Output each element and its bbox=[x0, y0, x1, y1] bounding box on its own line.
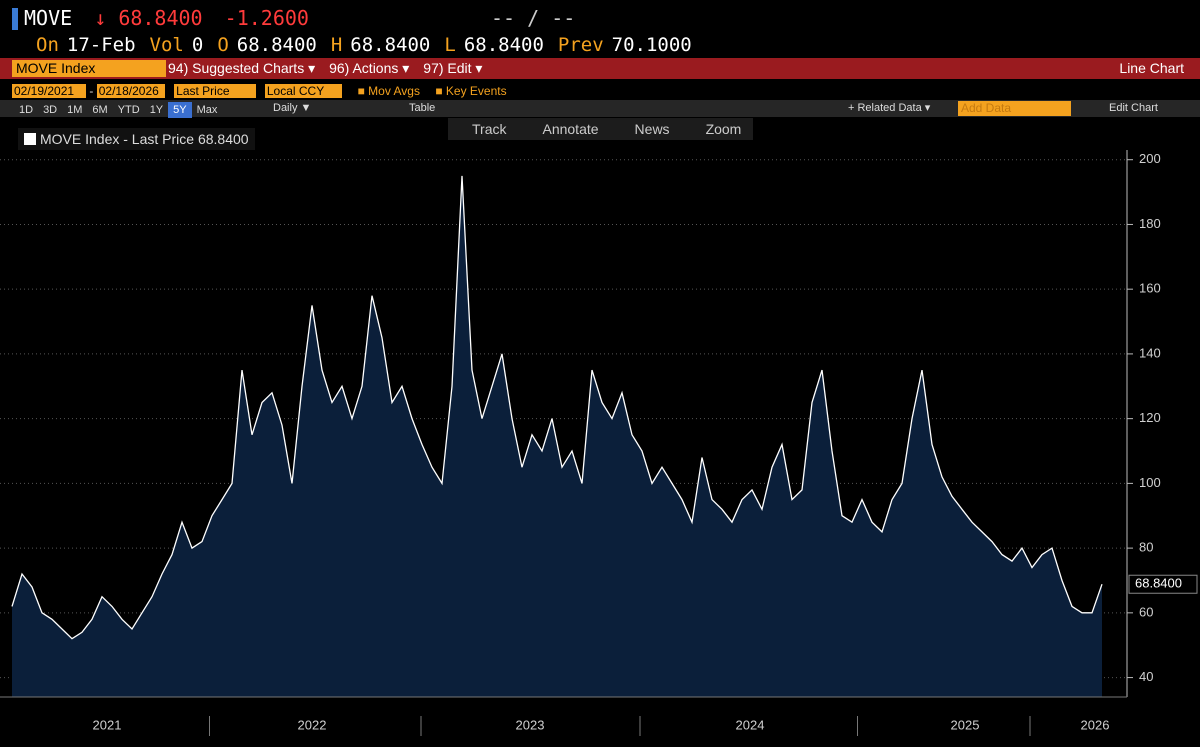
price: 68.8400 bbox=[118, 6, 203, 30]
x-tick-label: 2022 bbox=[298, 717, 327, 732]
quote-label: L bbox=[444, 34, 456, 56]
mov-avgs-label: Mov Avgs bbox=[368, 84, 420, 98]
period[interactable]: Max bbox=[196, 104, 218, 116]
legend: MOVE Index - Last Price 68.8400 bbox=[18, 128, 255, 150]
y-tick-label: 60 bbox=[1139, 604, 1153, 619]
quote-label: O bbox=[217, 34, 229, 56]
field[interactable]: Last Price bbox=[174, 84, 256, 98]
end-label-box bbox=[1128, 574, 1198, 594]
period[interactable]: 6M bbox=[92, 104, 108, 116]
chart-kind[interactable]: Line Chart bbox=[1119, 60, 1184, 76]
dash: - bbox=[89, 84, 94, 98]
quote-value: 0 bbox=[191, 34, 204, 56]
quote-line: MOVE ↓ 68.8400 -1.2600 -- / -- bbox=[24, 6, 575, 30]
area bbox=[12, 175, 1102, 697]
line bbox=[11, 175, 1103, 640]
quote-label: H bbox=[330, 34, 343, 56]
quote-value: 68.8400 bbox=[350, 34, 431, 56]
tool[interactable]: News bbox=[634, 121, 670, 137]
key-events-label: Key Events bbox=[445, 84, 507, 98]
tool[interactable]: Track bbox=[472, 121, 507, 137]
chart-tools: Track Annotate News Zoom bbox=[448, 118, 754, 140]
menu[interactable]: 96) Actions ▾ bbox=[329, 60, 410, 76]
tool[interactable]: Zoom bbox=[705, 121, 742, 137]
period[interactable]: 1D bbox=[19, 104, 34, 116]
quote-label: Prev bbox=[557, 34, 604, 56]
table[interactable]: Table bbox=[409, 102, 436, 114]
y-tick-label: 160 bbox=[1139, 281, 1161, 296]
period[interactable]: 1Y bbox=[149, 104, 164, 116]
y-tick-label: 200 bbox=[1139, 151, 1161, 166]
menu[interactable]: 94) Suggested Charts ▾ bbox=[168, 60, 316, 76]
start-date[interactable]: 02/19/2021 bbox=[12, 84, 87, 98]
period-bar: 1D 3D 1M 6M YTD 1Y 5Y Max Daily ▼ Table + Relat… bbox=[0, 100, 1200, 118]
period[interactable]: YTD bbox=[117, 104, 140, 116]
y-tick-label: 80 bbox=[1139, 540, 1153, 555]
end-date[interactable]: 02/18/2026 bbox=[96, 84, 165, 98]
ticker: MOVE bbox=[24, 6, 73, 30]
related[interactable]: + Related Data ▾ bbox=[848, 102, 931, 114]
key-events[interactable]: ■ Key Events bbox=[435, 84, 507, 98]
add-data[interactable]: Add Data bbox=[958, 101, 1071, 116]
settings-row: 02/19/2021 - 02/18/2026 Last Price Local… bbox=[12, 84, 507, 98]
legend-swatch bbox=[24, 133, 36, 145]
x-tick-label: 2024 bbox=[736, 717, 765, 732]
period[interactable]: 3D bbox=[43, 104, 58, 116]
end-label: 68.8400 bbox=[1135, 576, 1182, 591]
y-tick-label: 120 bbox=[1139, 410, 1161, 425]
quote-value: 68.8400 bbox=[463, 34, 544, 56]
marker bbox=[12, 8, 18, 30]
quote-details: On 17-Feb Vol 0 O 68.8400 H 68.8400 L 68.8400 Prev… bbox=[36, 34, 706, 56]
currency[interactable]: Local CCY bbox=[264, 84, 343, 98]
arrow: ↓ bbox=[94, 6, 107, 30]
y-tick-label: 140 bbox=[1139, 345, 1161, 360]
menu-bar: MOVE Index 94) Suggested Charts ▾ 96) Act… bbox=[0, 58, 1200, 79]
security[interactable]: MOVE Index bbox=[12, 60, 166, 77]
y-tick-label: 180 bbox=[1139, 216, 1161, 231]
period[interactable]: 1M bbox=[67, 104, 83, 116]
quote-value: 70.1000 bbox=[611, 34, 692, 56]
ratio: -- / -- bbox=[491, 6, 576, 30]
change: -1.2600 bbox=[224, 6, 309, 30]
x-tick-label: 2023 bbox=[516, 717, 545, 732]
quote-value: 68.8400 bbox=[236, 34, 317, 56]
quote-value: 17-Feb bbox=[66, 34, 136, 56]
mov-avgs[interactable]: ■ Mov Avgs bbox=[357, 84, 420, 98]
edit-chart[interactable]: Edit Chart bbox=[1109, 102, 1158, 114]
x-tick-label: 2026 bbox=[1081, 717, 1110, 732]
quote-label: Vol bbox=[149, 34, 184, 56]
tool[interactable]: Annotate bbox=[542, 121, 599, 137]
menu[interactable]: 97) Edit ▾ bbox=[423, 60, 483, 76]
y-tick-label: 100 bbox=[1139, 475, 1161, 490]
y-tick-label: 40 bbox=[1139, 669, 1153, 684]
legend-label: MOVE Index - Last Price 68.8400 bbox=[40, 131, 249, 147]
frequency[interactable]: Daily ▼ bbox=[273, 102, 312, 114]
x-tick-label: 2021 bbox=[93, 717, 122, 732]
x-tick-label: 2025 bbox=[951, 717, 980, 732]
periods: 1D 3D 1M 6M YTD 1Y 5Y Max bbox=[14, 100, 222, 118]
menus: 94) Suggested Charts ▾ 96) Actions ▾ 97) E… bbox=[168, 60, 496, 77]
quote-label: On bbox=[36, 34, 59, 56]
period[interactable]: 5Y bbox=[168, 102, 192, 118]
